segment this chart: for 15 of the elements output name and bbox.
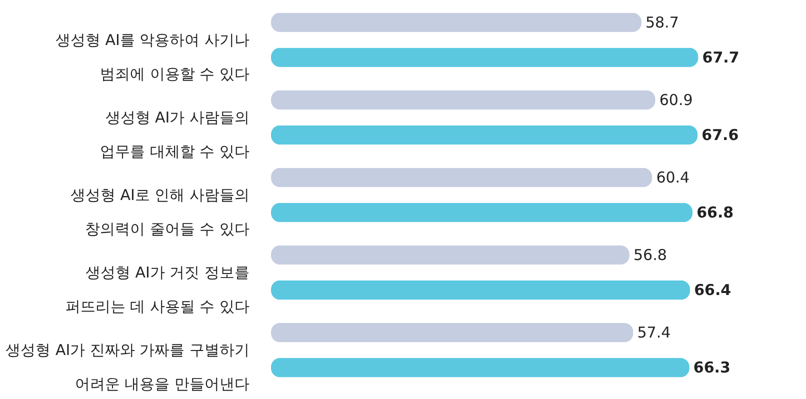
y-tick-label: 생성형 AI로 인해 사람들의 창의력이 줄어들 수 있다 [70,186,250,238]
data-label: 66.3 [693,358,730,377]
data-label: 67.6 [702,126,739,144]
data-label: 58.7 [645,13,679,32]
data-label: 66.8 [696,204,734,222]
data-label: 56.8 [633,246,667,264]
data-label: 60.9 [659,90,693,109]
y-tick-label: 생성형 AI가 진짜와 가짜를 구별하기 어려운 내용을 만들어낸다 [6,341,250,394]
y-tick-label: 생성형 AI가 사람들의 업무를 대체할 수 있다 [100,108,250,160]
data-label: 57.4 [637,324,671,342]
y-tick-label: 생성형 AI가 거짓 정보를 퍼뜨리는 데 사용될 수 있다 [65,264,250,316]
data-label: 60.4 [656,168,690,186]
data-label: 67.7 [702,48,740,66]
data-label: 66.4 [694,281,732,300]
y-tick-label: 생성형 AI를 악용하여 사기나 범죄에 이용할 수 있다 [56,30,250,83]
